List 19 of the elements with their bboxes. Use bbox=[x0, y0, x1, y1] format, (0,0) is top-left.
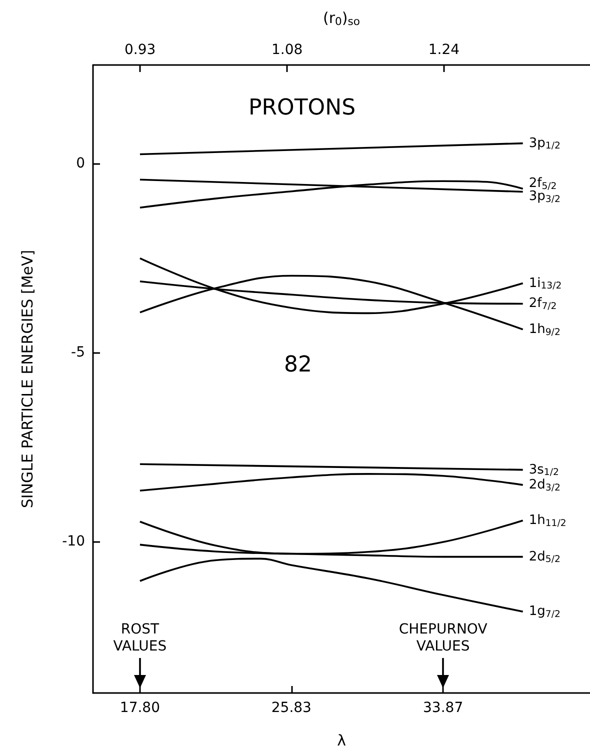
x-tick-label: 25.83 bbox=[271, 700, 312, 716]
text: PROTONS bbox=[248, 96, 356, 120]
x2-tick-label: 1.24 bbox=[428, 42, 460, 58]
y-tick-label: 0 bbox=[76, 155, 85, 172]
x2-tick-label: 1.08 bbox=[272, 42, 303, 58]
y-axis-title: SINGLE PARTICLE ENERGIES [MeV] bbox=[18, 250, 36, 508]
x-tick-label: 17.80 bbox=[120, 700, 160, 716]
annotation: 82 bbox=[284, 352, 312, 378]
x-tick-label: 33.87 bbox=[423, 700, 464, 716]
line-series bbox=[139, 180, 524, 209]
y-tick-label: -10 bbox=[62, 534, 85, 550]
line-series bbox=[139, 520, 524, 555]
x2-tick-label: 0.93 bbox=[124, 42, 156, 58]
x-axis-title: λ bbox=[337, 732, 346, 750]
y-tick-label: -5 bbox=[71, 344, 85, 361]
annotation: CHEPURNOV VALUES bbox=[398, 622, 488, 654]
annotation: ROST VALUES bbox=[113, 622, 167, 654]
line-series bbox=[139, 558, 524, 613]
line-series bbox=[139, 473, 524, 492]
